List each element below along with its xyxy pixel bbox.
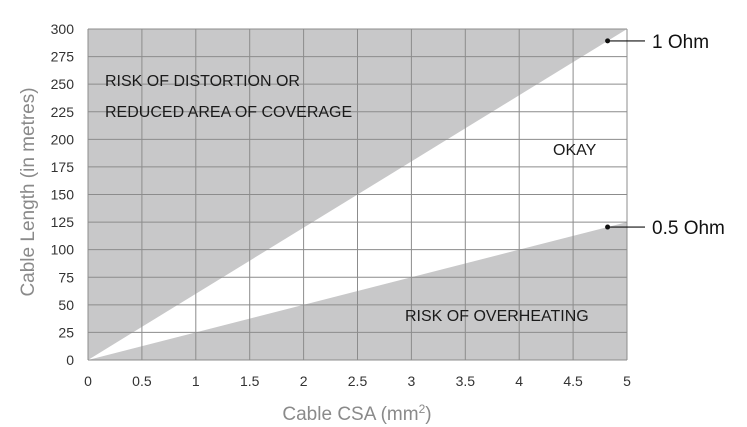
series-label-1: 0.5 Ohm (652, 218, 725, 239)
x-tick-label-2: 1 (192, 373, 200, 389)
y-tick-label-7: 175 (51, 159, 75, 175)
x-tick-label-7: 3.5 (456, 373, 476, 389)
y-axis-ticks: 0 25 50 75 100 125 150 175 200 225 250 275 300 (51, 21, 75, 368)
x-tick-label-9: 4.5 (563, 373, 583, 389)
y-tick-label-2: 50 (58, 297, 74, 313)
x-axis-title: Cable CSA (mm2) (282, 402, 431, 425)
y-tick-label-12: 300 (51, 21, 75, 37)
gridlines (87, 28, 628, 361)
x-tick-label-8: 4 (515, 373, 523, 389)
series-callouts: 1 Ohm 0.5 Ohm (605, 32, 725, 239)
region-label-distortion-line1: RISK OF DISTORTION OR (105, 73, 300, 90)
y-tick-label-6: 150 (51, 187, 75, 203)
y-axis-title: Cable Length (in metres) (18, 87, 39, 296)
y-tick-label-10: 250 (51, 76, 75, 92)
x-tick-label-5: 2.5 (348, 373, 368, 389)
series-label-0: 1 Ohm (652, 32, 709, 53)
y-tick-label-5: 125 (51, 214, 75, 230)
y-tick-label-11: 275 (51, 49, 75, 65)
x-tick-label-3: 1.5 (240, 373, 260, 389)
region-label-overheating: RISK OF OVERHEATING (405, 308, 589, 325)
x-tick-label-0: 0 (84, 373, 92, 389)
x-tick-label-4: 2 (300, 373, 308, 389)
y-tick-label-4: 100 (51, 242, 75, 258)
y-tick-label-1: 25 (58, 324, 74, 340)
y-tick-label-0: 0 (66, 352, 74, 368)
y-tick-label-8: 200 (51, 131, 75, 147)
x-axis-ticks: 0 0.5 1 1.5 2 2.5 3 3.5 4 4.5 5 (84, 373, 631, 389)
y-tick-label-9: 225 (51, 104, 75, 120)
region-label-distortion-line2: REDUCED AREA OF COVERAGE (105, 104, 352, 121)
x-tick-label-10: 5 (623, 373, 631, 389)
x-tick-label-1: 0.5 (132, 373, 152, 389)
x-tick-label-6: 3 (408, 373, 416, 389)
y-tick-label-3: 75 (58, 269, 74, 285)
region-label-okay: OKAY (553, 142, 597, 159)
